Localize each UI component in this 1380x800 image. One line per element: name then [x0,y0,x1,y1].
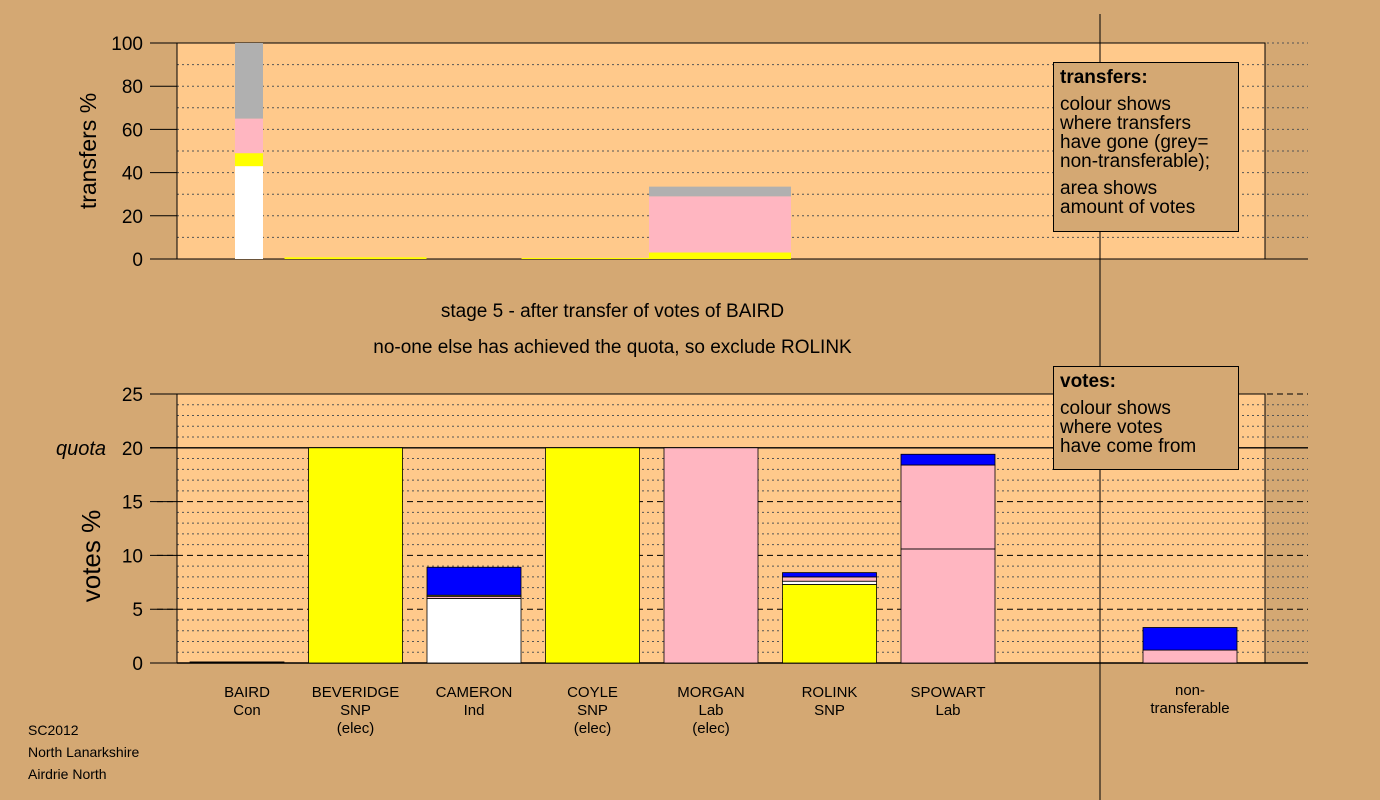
category-label: ROLINK [802,684,858,701]
category-label: Con [233,702,261,719]
category-label: Lab [698,702,723,719]
transfer-bar-segment [235,43,263,119]
votes-legend-line: colour shows [1060,398,1171,419]
transfer-bar-segment [235,118,263,154]
vote-bar-segment [1142,649,1238,664]
transfers-y-tick-label: 40 [122,164,143,185]
transfer-bar-segment [521,257,664,259]
category-labels: BAIRDConBEVERIDGESNP(elec)CAMERONIndCOYL… [224,682,1230,737]
transfer-bar-segment [284,257,427,259]
transfers-legend-line: non-transferable); [1060,151,1210,172]
stage-title: stage 5 - after transfer of votes of BAI… [440,301,785,322]
votes-y-tick-label: 25 [122,385,143,406]
transfers-legend-line: amount of votes [1060,197,1196,218]
category-label: SNP [577,702,608,719]
category-label: transferable [1150,700,1229,717]
category-label: Lab [935,702,960,719]
votes-legend-line: have come from [1060,436,1197,457]
vote-bar-segment [308,447,403,664]
transfers-legend-line: area shows [1060,178,1158,199]
quota-label: quota [56,438,106,460]
vote-bar-segment [426,598,522,664]
category-label: (elec) [574,720,612,737]
category-label: COYLE [567,684,618,701]
category-label: CAMERON [436,684,513,701]
category-label: (elec) [692,720,730,737]
vote-bar-segment [782,580,877,585]
transfer-bar-segment [649,186,791,197]
category-label: SPOWART [910,684,985,701]
transfers-legend-line: colour shows [1060,94,1171,115]
footer-election: SC2012 [28,722,79,738]
category-label: BAIRD [224,684,270,701]
transfers-y-tick-label: 0 [132,250,143,271]
vote-bar-segment [1142,627,1238,651]
transfers-y-tick-label: 100 [111,34,143,55]
transfer-bar-segment [649,196,791,253]
transfers-y-axis-label: transfers % [75,93,101,209]
votes-y-tick-label: 10 [122,546,143,567]
vote-bar-segment [900,464,996,550]
category-label: BEVERIDGE [312,684,400,701]
footer-ward: Airdrie North [28,766,107,782]
transfer-bar-segment [235,166,263,259]
vote-bar-segment [782,584,877,664]
stage-subtitle: no-one else has achieved the quota, so e… [373,337,852,358]
transfers-y-tick-label: 80 [122,77,143,98]
footer-council: North Lanarkshire [28,744,140,760]
votes-y-tick-label: 0 [132,654,143,675]
votes-y-axis-label: votes % [76,510,106,603]
category-label: MORGAN [677,684,745,701]
vote-bar-segment [545,447,640,664]
vote-bar-segment [189,661,285,664]
votes-y-tick-label: 5 [132,600,143,621]
votes-legend: votes: colour shows where votes have com… [1053,366,1239,470]
transfers-y-tick-label: 60 [122,120,143,141]
category-label: SNP [814,702,845,719]
footer: SC2012 North Lanarkshire Airdrie North [28,719,139,785]
vote-bar-segment [782,572,877,578]
votes-legend-line: where votes [1060,417,1163,438]
transfers-legend-heading: transfers: [1060,67,1148,88]
vote-bar-segment [782,576,877,582]
transfer-bar-segment [235,153,263,167]
vote-bar-segment [663,447,759,664]
transfers-legend: transfers: colour shows where transfers … [1053,62,1239,232]
vote-bar-segment [900,548,996,664]
category-label: (elec) [337,720,375,737]
transfers-legend-line: where transfers [1060,113,1191,134]
votes-y-tick-label: 20 [122,439,143,460]
votes-y-tick-label: 15 [122,493,143,514]
vote-bar-segment [426,566,522,596]
transfer-bar-segment [649,252,791,259]
transfers-legend-line: have gone (grey= [1060,132,1209,153]
votes-legend-heading: votes: [1060,371,1116,392]
transfers-y-tick-label: 20 [122,207,143,228]
category-label: SNP [340,702,371,719]
category-label: non- [1175,682,1205,699]
vote-bar-segment [900,453,996,466]
category-label: Ind [464,702,485,719]
